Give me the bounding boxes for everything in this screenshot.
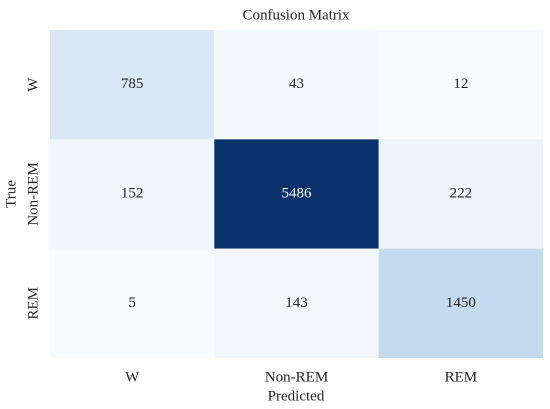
- heatmap-cell: [378, 248, 543, 358]
- y-axis-label: True: [3, 180, 19, 208]
- cell-label: 5486: [282, 185, 313, 201]
- heatmap-cell: [378, 139, 543, 249]
- cell-label: 222: [450, 185, 473, 201]
- cell-label: 785: [121, 76, 144, 92]
- cell-label: 143: [285, 295, 308, 311]
- heatmap-cell: [50, 139, 215, 249]
- x-axis-label: Predicted: [268, 388, 325, 404]
- cell-label: 12: [453, 76, 468, 92]
- heatmap-cell: [50, 248, 215, 358]
- heatmap-cell: [378, 30, 543, 140]
- heatmap-cell: [214, 139, 379, 249]
- chart-title: Confusion Matrix: [242, 7, 350, 23]
- heatmap-cell: [50, 30, 215, 140]
- y-tick-label: W: [25, 77, 41, 92]
- x-tick-label: REM: [445, 369, 478, 385]
- cell-label: 1450: [446, 295, 476, 311]
- heatmap-cell: [214, 30, 379, 140]
- cell-label: 5: [128, 295, 136, 311]
- x-tick-label: Non-REM: [265, 369, 328, 385]
- cell-label: 43: [289, 76, 304, 92]
- y-tick-label: Non-REM: [25, 162, 41, 225]
- y-tick-label: REM: [25, 287, 41, 320]
- x-tick-label: W: [125, 369, 140, 385]
- heatmap-cell: [214, 248, 379, 358]
- cell-label: 152: [121, 185, 144, 201]
